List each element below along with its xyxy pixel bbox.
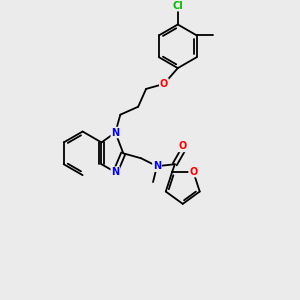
- Text: O: O: [178, 141, 187, 152]
- Text: N: N: [111, 128, 119, 137]
- Text: N: N: [111, 167, 119, 177]
- Text: O: O: [189, 167, 197, 177]
- Text: N: N: [153, 161, 161, 171]
- Text: Cl: Cl: [172, 1, 183, 11]
- Text: O: O: [160, 79, 168, 89]
